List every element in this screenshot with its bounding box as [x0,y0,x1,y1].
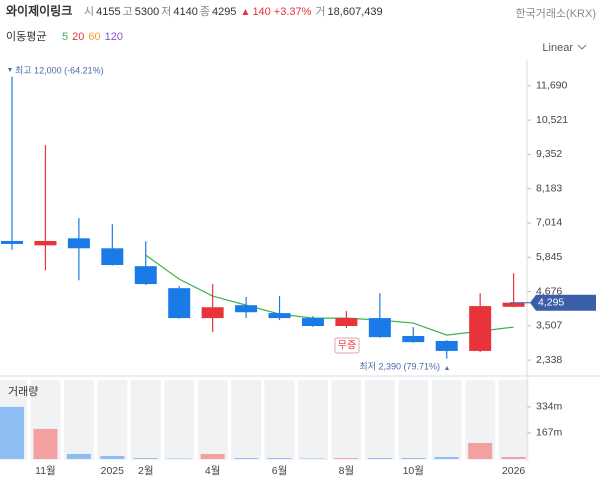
volume-column-bg [63,380,94,460]
volume-column-bg [364,380,395,460]
volume-column-bg [130,380,161,460]
stock-name: 와이제이링크 [6,3,72,18]
volume-label: 거 [315,5,325,18]
volume-bar [133,458,158,459]
quote-value: 4155 [96,6,120,18]
y-tick-label: 5,845 [536,251,562,263]
dropdown-icon [577,44,587,50]
candle-body [335,318,358,327]
last-price-label: 4,295 [538,296,564,308]
candle-body [168,288,191,319]
low-marker [445,366,449,370]
candle-body [435,340,458,351]
event-label: 무증 [338,340,356,352]
candle-body [134,266,157,285]
last-price-tag [530,294,596,311]
event-badge [334,337,360,354]
x-tick-label: 6월 [272,465,288,477]
change-value: 140 [252,6,270,18]
x-tick-label: 11월 [35,465,56,477]
candle-body [268,313,291,319]
candle-body [101,248,124,266]
candle-body [1,240,23,244]
volume-bar [66,454,91,459]
change-pct: +3.37% [274,6,312,18]
y-tick-label: 11,690 [536,80,567,92]
y-tick-label: 7,014 [536,217,562,229]
candle-body [402,335,425,343]
candle-body [301,318,324,327]
x-tick-label: 8월 [339,465,355,477]
scale-label[interactable]: Linear [542,42,573,54]
volume-column-bg [398,380,429,460]
x-tick-label: 2월 [138,465,154,477]
quote-label: 고 [123,6,133,18]
candle-body [368,318,391,338]
volume-column-bg [164,380,195,460]
volume-column-bg [197,380,228,460]
high-marker [8,68,12,72]
x-tick-label: 2025 [101,465,125,477]
volume-bar [401,458,426,459]
candle-body [502,302,525,307]
volume-value: 18,607,439 [328,6,383,18]
quote-value: 5300 [135,6,159,18]
x-tick-label: 10월 [403,465,424,477]
volume-bar [367,458,392,459]
volume-column-bg [97,380,128,460]
quote-label: 저 [161,5,171,18]
candle-body [469,306,492,351]
volume-column-bg [297,380,328,460]
volume-bar [0,406,24,459]
ma-period: 60 [88,31,100,43]
header-change: 140 +3.37% 거 18,607,439 [252,5,382,18]
quote-value: 4295 [212,6,236,18]
low-annotation: 최저 2,390 (79.71%) [359,361,440,371]
volume-bar [501,456,526,459]
volume-y-tick-label: 167m [536,427,563,439]
volume-column-bg [264,380,295,460]
quote-label: 시 [84,6,94,18]
volume-bar [100,456,125,459]
x-tick-label: 4월 [205,465,221,477]
scale-button[interactable]: Linear [542,42,587,54]
y-tick-label: 3,507 [536,320,562,332]
ma-period: 20 [72,31,84,43]
volume-bar [234,458,259,459]
volume-bar [468,442,493,459]
ma-label: 이동평균 [6,30,46,43]
candle-body [34,240,57,246]
header-quote: 시 4155 고 5300 저 4140 종 4295 [84,5,236,18]
ma-period: 120 [105,31,123,43]
x-tick-label: 2026 [502,465,526,477]
volume-bar [434,456,459,459]
volume-bar [334,458,359,459]
y-tick-label: 10,521 [536,114,568,126]
volume-bar [33,428,58,459]
y-tick-label: 2,338 [536,354,562,366]
volume-y-tick-label: 334m [536,401,563,413]
ma-line [145,254,514,336]
volume-bar [267,458,292,459]
ma-period: 5 [62,31,68,43]
exchange: 한국거래소(KRX) [515,7,596,20]
volume-column-bg [431,380,462,460]
volume-bar [200,454,225,459]
volume-column-bg [498,380,529,460]
candle-body [235,305,258,313]
up-arrow [242,9,249,15]
candle-body [67,238,90,249]
quote-label: 종 [200,6,210,18]
volume-column-bg [331,380,362,460]
volume-title: 거래량 [8,385,38,398]
y-tick-label: 4,676 [536,285,562,297]
candle-body [201,307,224,319]
quote-value: 4140 [173,6,197,18]
y-tick-label: 8,183 [536,182,562,194]
y-tick-label: 9,352 [536,148,562,160]
high-annotation: 최고 12,000 (-64.21%) [15,65,104,75]
volume-column-bg [231,380,262,460]
